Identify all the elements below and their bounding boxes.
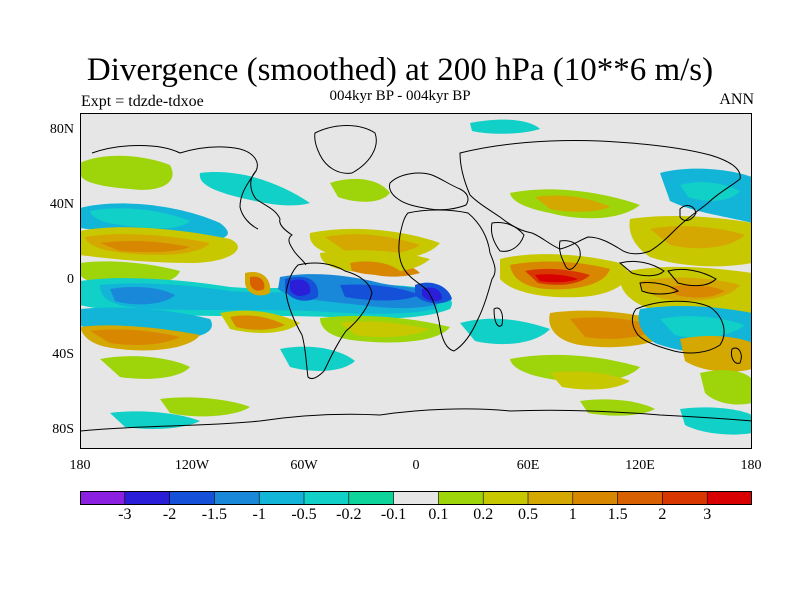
colorbar-label-5: -0.2 <box>336 506 362 523</box>
lat-label-80n: 80N <box>49 122 74 137</box>
lat-label-40n: 40N <box>49 197 74 212</box>
coastlines <box>80 125 752 432</box>
colorbar-label-8: 0.2 <box>473 506 494 523</box>
season-label: ANN <box>719 91 754 108</box>
colorbar-label-0: -3 <box>118 506 132 523</box>
lat-label-40s: 40S <box>52 347 74 362</box>
colorbar-box-0 <box>80 491 126 505</box>
lat-label-0: 0 <box>67 272 74 287</box>
lon-label-180e: 180 <box>740 458 762 473</box>
colorbar-box-13 <box>662 491 709 505</box>
colorbar-box-10 <box>527 491 574 505</box>
colorbar-box-14 <box>706 491 752 505</box>
colorbar-box-1 <box>124 491 171 505</box>
colorbar-label-4: -0.5 <box>291 506 317 523</box>
divergence-map <box>80 113 752 449</box>
map-frame <box>80 113 752 449</box>
divergence-contours <box>80 119 752 435</box>
plot-title: Divergence (smoothed) at 200 hPa (10**6 … <box>86 52 714 88</box>
lon-label-0: 0 <box>412 458 420 473</box>
colorbar-box-4 <box>258 491 305 505</box>
colorbar-box-8 <box>438 491 484 505</box>
plot-subtitle: 004kyr BP - 004kyr BP <box>329 88 471 104</box>
colorbar-label-2: -1.5 <box>201 506 228 523</box>
colorbar-label-6: -0.1 <box>380 506 407 523</box>
lon-label-120e: 120E <box>625 458 655 473</box>
colorbar-label-9: 0.5 <box>518 506 538 523</box>
lon-label-120w: 120W <box>174 458 210 473</box>
lon-label-60w: 60W <box>290 458 318 473</box>
colorbar-box-5 <box>303 491 350 505</box>
colorbar-frame <box>80 491 752 505</box>
lat-label-80s: 80S <box>52 422 74 437</box>
colorbar-box-3 <box>214 491 260 505</box>
colorbar-label-11: 1.5 <box>607 506 628 523</box>
colorbar-box-2 <box>169 491 216 505</box>
colorbar-label-1: -2 <box>162 506 177 523</box>
colorbar-box-6 <box>348 491 395 505</box>
colorbar-label-3: -1 <box>252 506 266 523</box>
colorbar-box-11 <box>572 491 619 505</box>
colorbar <box>80 491 752 505</box>
lon-label-180w: 180 <box>69 458 91 473</box>
colorbar-label-12: 2 <box>658 506 667 523</box>
colorbar-label-7: 0.1 <box>428 506 449 523</box>
colorbar-label-13: 3 <box>703 506 712 523</box>
colorbar-box-12 <box>617 491 664 505</box>
colorbar-box-7 <box>393 491 440 505</box>
lon-label-60e: 60E <box>516 458 540 473</box>
experiment-label: Expt = tdzde-tdxoe <box>81 93 204 110</box>
colorbar-box-9 <box>482 491 529 505</box>
colorbar-label-10: 1 <box>568 506 577 523</box>
